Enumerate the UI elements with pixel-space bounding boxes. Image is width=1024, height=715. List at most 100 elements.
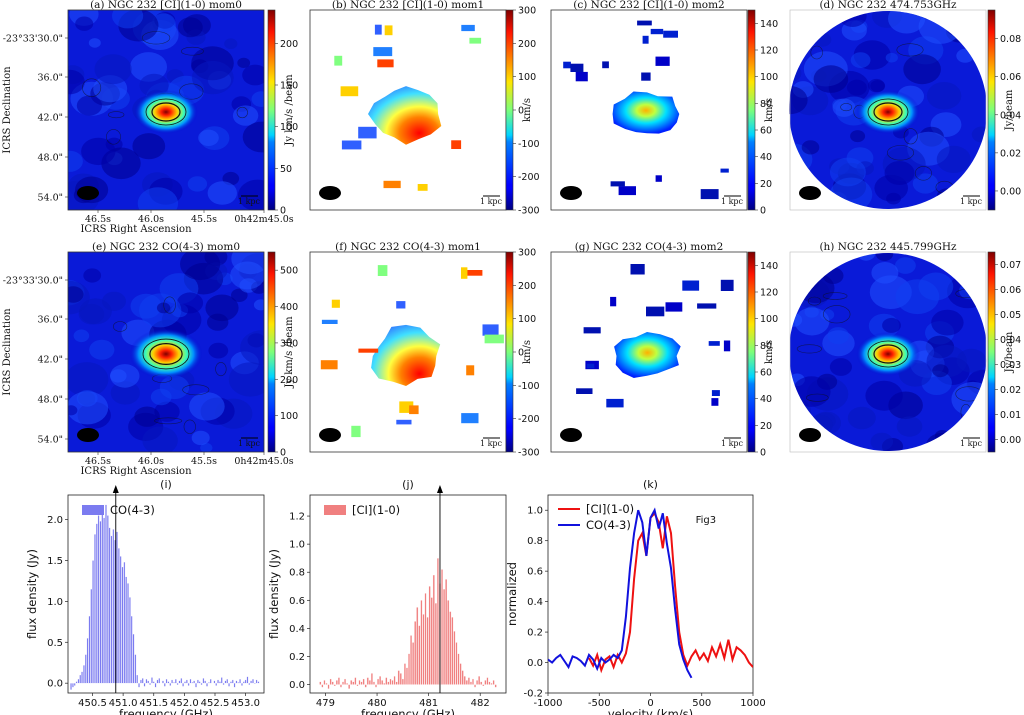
panel-image-g — [551, 252, 747, 452]
noise-contour — [236, 106, 248, 119]
series-line-0 — [588, 511, 753, 674]
scalebar-label: 1 kpc — [721, 439, 744, 448]
source-emission — [129, 328, 203, 380]
bar — [222, 683, 225, 685]
colorbar-tick-label: 0.00 — [1000, 435, 1021, 446]
bar — [494, 684, 497, 688]
panel-title-h: (h) NGC 232 445.799GHz — [819, 241, 957, 253]
bar — [200, 683, 203, 685]
noise-blob — [865, 380, 903, 411]
x-tick-label: -500 — [588, 698, 611, 709]
noise-patch — [351, 425, 361, 438]
colorbar-tick-label: 150 — [280, 81, 298, 92]
noise-patch — [630, 264, 645, 275]
colorbar-tick-label: 0 — [280, 448, 286, 459]
y-tick-label: 0.0 — [289, 680, 305, 691]
noise-patch — [570, 63, 584, 72]
noise-patch — [655, 56, 670, 66]
bar — [372, 681, 375, 685]
noise-blob — [150, 388, 172, 406]
bar — [358, 680, 361, 685]
bar — [391, 680, 394, 685]
noise-blob — [832, 98, 856, 117]
bar — [412, 642, 415, 685]
bar — [321, 684, 324, 688]
y-tick-label: 1.2 — [289, 512, 305, 523]
panel-image-a — [68, 10, 264, 210]
bar — [149, 683, 151, 685]
noise-blob — [918, 272, 954, 301]
noise-blob — [237, 57, 251, 68]
source-emission — [856, 90, 920, 134]
noise-patch — [482, 324, 499, 336]
colorbar-tick-label: 140 — [760, 19, 778, 30]
colorbar-tick-label: 40 — [760, 394, 772, 405]
noise-blob — [89, 339, 115, 360]
series-line-1 — [548, 507, 693, 679]
bar — [134, 654, 137, 684]
y-tick-label: 1.0 — [527, 506, 543, 517]
noise-blob — [884, 161, 915, 185]
bar — [434, 602, 437, 685]
noise-contour — [903, 128, 918, 145]
bar — [368, 680, 371, 685]
noise-blob — [932, 364, 949, 378]
y-axis-label: ICRS Declination — [2, 308, 13, 396]
bar — [198, 681, 201, 684]
bar — [325, 683, 328, 685]
colorbar-tick-label: 500 — [280, 266, 298, 277]
bar — [193, 680, 196, 684]
x-axis-label: velocity (km/s) — [608, 707, 693, 715]
panel-g: (g) NGC 232 CO(4-3) mom2 1 kpc 140 120 100 80… — [550, 241, 778, 459]
y-tick-label: 42.0" — [37, 113, 63, 124]
colorbar — [267, 251, 276, 453]
noise-contour — [886, 145, 914, 161]
x-axis-label: ICRS Right Ascension — [80, 224, 192, 235]
x-tick-label: 479 — [316, 698, 335, 709]
bar — [173, 682, 175, 684]
bar — [70, 683, 72, 690]
bar — [187, 683, 190, 686]
bar — [424, 593, 427, 685]
bar — [401, 678, 404, 685]
bar — [469, 681, 472, 685]
noise-blob — [847, 406, 876, 430]
colorbar-label: km/s — [764, 340, 775, 364]
bar — [490, 683, 493, 685]
panel-k: -1000 -500 0 500 1000 -0.2 0.0 0.2 0.4 0.6 0.8 1.0 (… — [505, 478, 766, 715]
noise-blob — [936, 145, 971, 173]
y-tick-label: 2.0 — [47, 515, 63, 526]
noise-blob — [813, 65, 849, 93]
noise-patch — [700, 189, 719, 200]
bar — [125, 576, 128, 684]
noise-patch — [383, 180, 401, 189]
bar — [486, 677, 489, 685]
bar — [72, 683, 74, 688]
noise-patch — [409, 405, 419, 415]
y-tick-label: 0.8 — [527, 536, 543, 547]
x-tick-label: 452.5 — [201, 698, 230, 709]
bar — [219, 681, 221, 684]
colorbar-tick-label: -200 — [518, 172, 540, 183]
bar — [375, 684, 378, 688]
noise-blob — [850, 130, 866, 143]
scalebar-label: 1 kpc — [238, 439, 261, 448]
x-axis-label: frequency (GHz) — [119, 707, 213, 715]
bar — [389, 678, 392, 685]
bar — [127, 583, 129, 684]
y-tick-label: 42.0" — [37, 355, 63, 366]
bar — [110, 535, 113, 684]
bar — [474, 684, 477, 688]
panel-frame — [789, 251, 987, 453]
bar — [138, 683, 140, 688]
plot-frame — [547, 494, 754, 694]
bar — [319, 681, 322, 685]
x-tick-label: 0 — [647, 698, 653, 709]
noise-blob — [68, 405, 78, 416]
bar — [441, 569, 444, 685]
panel-b: (b) NGC 232 [CI](1-0) mom1 1 kpc 300 200 100… — [309, 0, 540, 217]
noise-blob — [208, 342, 229, 359]
noise-blob — [232, 105, 259, 126]
noise-blob — [189, 392, 225, 421]
source-emission — [856, 332, 920, 376]
